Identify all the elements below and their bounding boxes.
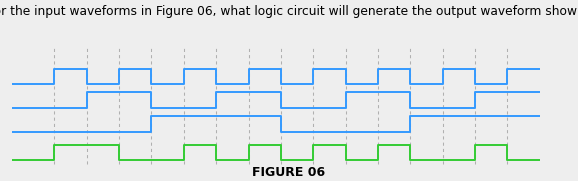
Text: FIGURE 06: FIGURE 06 [253,166,325,179]
Text: For the input waveforms in Figure 06, what logic circuit will generate the outpu: For the input waveforms in Figure 06, wh… [0,5,578,18]
